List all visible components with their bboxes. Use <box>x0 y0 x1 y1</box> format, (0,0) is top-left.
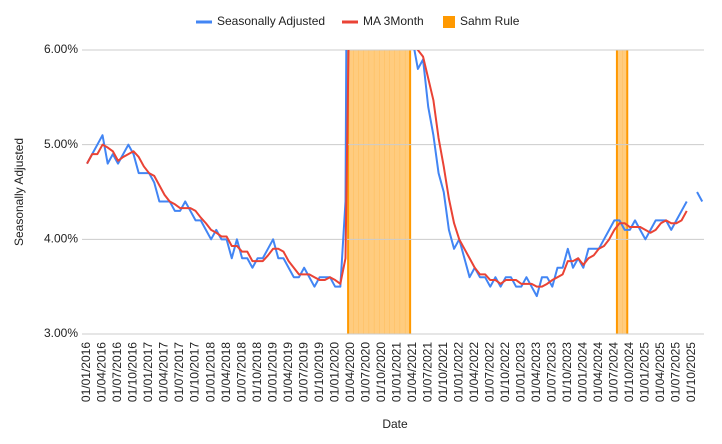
x-tick-label: 01/01/2018 <box>203 342 217 402</box>
x-tick-label: 01/07/2023 <box>544 342 558 402</box>
x-tick-label: 01/07/2024 <box>607 342 621 402</box>
x-tick-label: 01/04/2025 <box>653 342 667 402</box>
x-tick-label: 01/04/2017 <box>157 342 171 402</box>
sahm-band <box>394 50 401 334</box>
x-tick-label: 01/10/2016 <box>126 342 140 402</box>
line-layer <box>86 50 704 298</box>
x-tick-label: 01/10/2022 <box>498 342 512 402</box>
y-tick-label: 4.00% <box>44 232 78 246</box>
sahm-band <box>384 50 390 334</box>
x-tick-label: 01/04/2016 <box>95 342 109 402</box>
series-line <box>86 50 688 288</box>
x-tick-label: 01/10/2024 <box>622 342 636 402</box>
x-tick-label: 01/10/2021 <box>436 342 450 402</box>
sahm-band <box>348 50 354 334</box>
x-tick-label: 01/10/2017 <box>188 342 202 402</box>
x-tick-label: 01/10/2018 <box>250 342 264 402</box>
legend-swatch <box>443 16 455 28</box>
sahm-band <box>358 50 364 334</box>
sahm-band <box>368 50 375 334</box>
x-tick-label: 01/01/2020 <box>327 342 341 402</box>
x-tick-label: 01/01/2022 <box>451 342 465 402</box>
x-tick-label: 01/01/2021 <box>389 342 403 402</box>
x-tick-label: 01/04/2021 <box>405 342 419 402</box>
sahm-band <box>353 50 359 334</box>
x-tick-label: 01/04/2024 <box>591 342 605 402</box>
sahm-band <box>379 50 385 334</box>
x-tick-label: 01/07/2019 <box>296 342 310 402</box>
x-tick-label: 01/07/2020 <box>358 342 372 402</box>
band-layer <box>347 50 629 334</box>
x-tick-label: 01/01/2016 <box>79 342 93 402</box>
legend-label: MA 3Month <box>363 14 424 28</box>
x-tick-label: 01/04/2019 <box>281 342 295 402</box>
x-tick-label: 01/04/2022 <box>467 342 481 402</box>
x-tick-label: 01/07/2022 <box>482 342 496 402</box>
y-tick-label: 6.00% <box>44 42 78 56</box>
y-axis-title: Seasonally Adjusted <box>12 138 26 246</box>
x-tick-label: 01/04/2018 <box>219 342 233 402</box>
x-tick-label: 01/07/2018 <box>234 342 248 402</box>
x-tick-label: 01/07/2017 <box>172 342 186 402</box>
x-tick-label: 01/01/2023 <box>513 342 527 402</box>
y-tick-label: 5.00% <box>44 137 78 151</box>
x-tick-label: 01/10/2020 <box>374 342 388 402</box>
x-tick-label: 01/10/2023 <box>560 342 574 402</box>
x-tick-label: 01/04/2020 <box>343 342 357 402</box>
y-tick-label: 3.00% <box>44 326 78 340</box>
x-tick-label: 01/07/2016 <box>110 342 124 402</box>
legend-label: Seasonally Adjusted <box>217 14 325 28</box>
legend-label: Sahm Rule <box>460 14 520 28</box>
x-tick-label: 01/07/2025 <box>669 342 683 402</box>
series-line <box>86 50 704 298</box>
sahm-band <box>616 50 623 334</box>
sahm-band <box>399 50 406 334</box>
x-tick-label: 01/01/2019 <box>265 342 279 402</box>
x-tick-label: 01/01/2025 <box>638 342 652 402</box>
x-tick-label: 01/10/2019 <box>312 342 326 402</box>
x-axis-title: Date <box>382 417 408 431</box>
sahm-band <box>404 50 411 334</box>
sahm-band <box>373 50 380 334</box>
sahm-band <box>389 50 395 334</box>
sahm-band <box>622 50 628 334</box>
sahm-band <box>363 50 370 334</box>
grid-layer <box>82 49 704 335</box>
x-tick-label: 01/01/2024 <box>575 342 589 402</box>
x-tick-label: 01/07/2021 <box>420 342 434 402</box>
x-tick-label: 01/04/2023 <box>529 342 543 402</box>
x-tick-label: 01/10/2025 <box>684 342 698 402</box>
x-tick-label: 01/01/2017 <box>141 342 155 402</box>
